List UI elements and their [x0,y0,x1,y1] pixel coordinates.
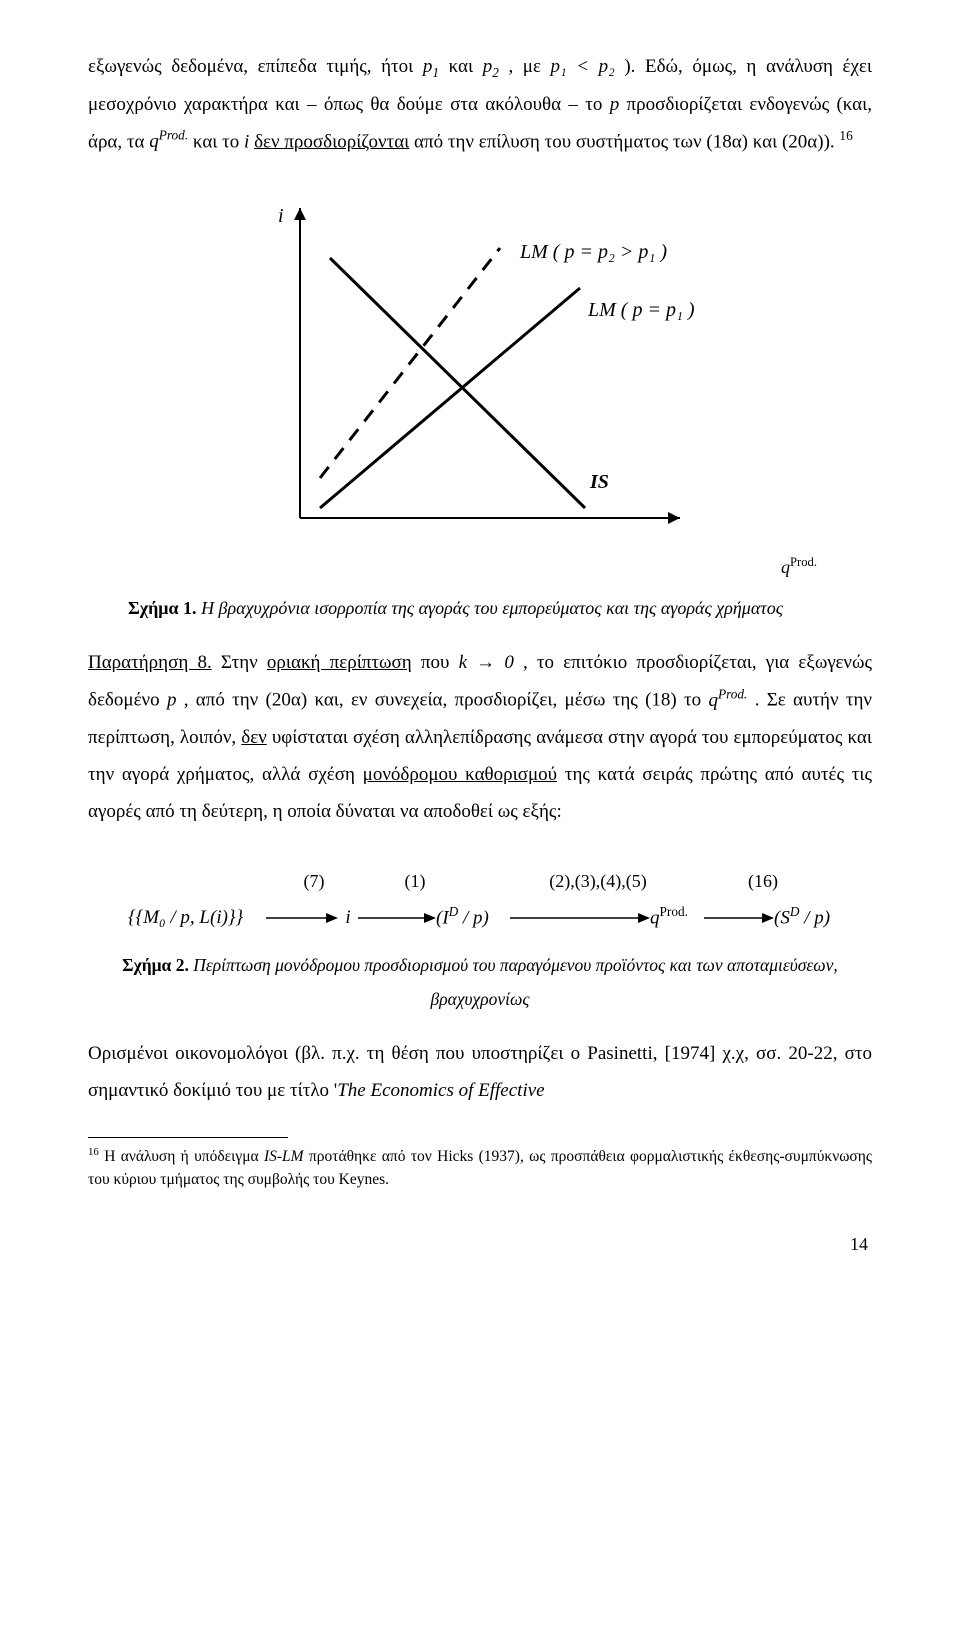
text: που [421,652,459,673]
text-underline: δεν προσδιορίζονται [254,131,409,152]
text: , από την (20α) και, εν συνεχεία, προσδι… [184,690,709,711]
figure-2-label: Σχήμα 2. [122,955,189,975]
observation-head: Παρατήρηση 8. [88,652,212,673]
text-underline: μονόδρομου καθορισμού [363,764,557,785]
flow-node-5: (SD / p) [774,899,830,936]
flow-label-2: (1) [376,864,454,899]
text: Στην [221,652,267,673]
var-qprod: qProd. [149,131,188,152]
var-p1: p1 [423,56,439,77]
text-underline: οριακή περίπτωση [267,652,412,673]
flow-node-1: {{M₀ / p, L(i)}} [128,899,266,936]
flow-arrow-labels: (7) (1) (2),(3),(4),(5) (16) [88,864,872,899]
flow-diagram: (7) (1) (2),(3),(4),(5) (16) {{M₀ / p, L… [88,864,872,1017]
paragraph-1: εξωγενώς δεδομένα, επίπεδα τιμής, ήτοι p… [88,48,872,160]
text: , με [508,56,550,77]
svg-text:LM ( p = p₂ > p₁ ): LM ( p = p₂ > p₁ ) [519,241,667,263]
figure-2-text: Περίπτωση μονόδρομου προσδιορισμού του π… [193,955,838,1009]
text: και [449,56,483,77]
math-k-to-0: k → 0 [459,652,514,673]
flow-node-2: i [338,899,358,936]
arrow-icon [358,910,436,926]
figure-1-caption: qProd. Σχήμα 1. Η βραχυχρόνια ισορροπία … [88,550,872,626]
var-i: i [244,131,249,152]
flow-node-3: (ID / p) [436,899,510,936]
footnote-ref: 16 [839,128,852,143]
text: εξωγενώς δεδομένα, επίπεδα τιμής, ήτοι [88,56,423,77]
relation: p₁ < p₂ [551,56,615,77]
var-p2: p2 [483,56,499,77]
svg-text:LM ( p = p₁ ): LM ( p = p₁ ) [587,299,695,321]
islm-chart-svg: i LM ( p = p₂ > p₁ ) LM ( p = p₁ ) IS [220,188,740,568]
paragraph-2: Παρατήρηση 8. Στην οριακή περίπτωση που … [88,644,872,830]
arrow-icon [510,910,650,926]
figure-text: Η βραχυχρόνια ισορροπία της αγοράς του ε… [201,598,783,618]
figure-2-caption: Σχήμα 2. Περίπτωση μονόδρομου προσδιορισ… [88,948,872,1016]
footnote-16: 16 Η ανάλυση ή υπόδειγμα IS-LM προτάθηκε… [88,1144,872,1192]
islm-term: IS-LM [264,1148,304,1165]
var-qprod: qProd. [708,690,747,711]
islm-chart: i LM ( p = p₂ > p₁ ) LM ( p = p₁ ) IS qProd… [88,188,872,626]
flow-label-4: (16) [728,864,798,899]
var-p: p [167,690,177,711]
flow-row: {{M₀ / p, L(i)}} i (ID / p) qProd. (SD /… [88,899,872,936]
figure-label: Σχήμα 1. [128,598,197,618]
text-underline: δεν [241,727,267,748]
text: από την επίλυση του συστήματος των (18α)… [414,131,835,152]
text: Η ανάλυση ή υπόδειγμα [104,1148,264,1165]
arrow-icon [266,910,338,926]
paragraph-3: Ορισμένοι οικονομολόγοι (βλ. π.χ. τη θέσ… [88,1035,872,1109]
footnote-number: 16 [88,1146,99,1158]
svg-text:i: i [278,205,284,227]
var-p: p [610,94,620,115]
page-number: 14 [88,1227,872,1262]
text: και το [193,131,244,152]
flow-label-1: (7) [278,864,350,899]
qprod-axis: qProd. [128,550,872,585]
svg-text:IS: IS [589,471,609,493]
footnote-rule [88,1137,288,1138]
book-title: The Economics of Effective [337,1080,544,1101]
flow-node-4: qProd. [650,899,704,936]
flow-label-3: (2),(3),(4),(5) [528,864,668,899]
arrow-icon [704,910,774,926]
